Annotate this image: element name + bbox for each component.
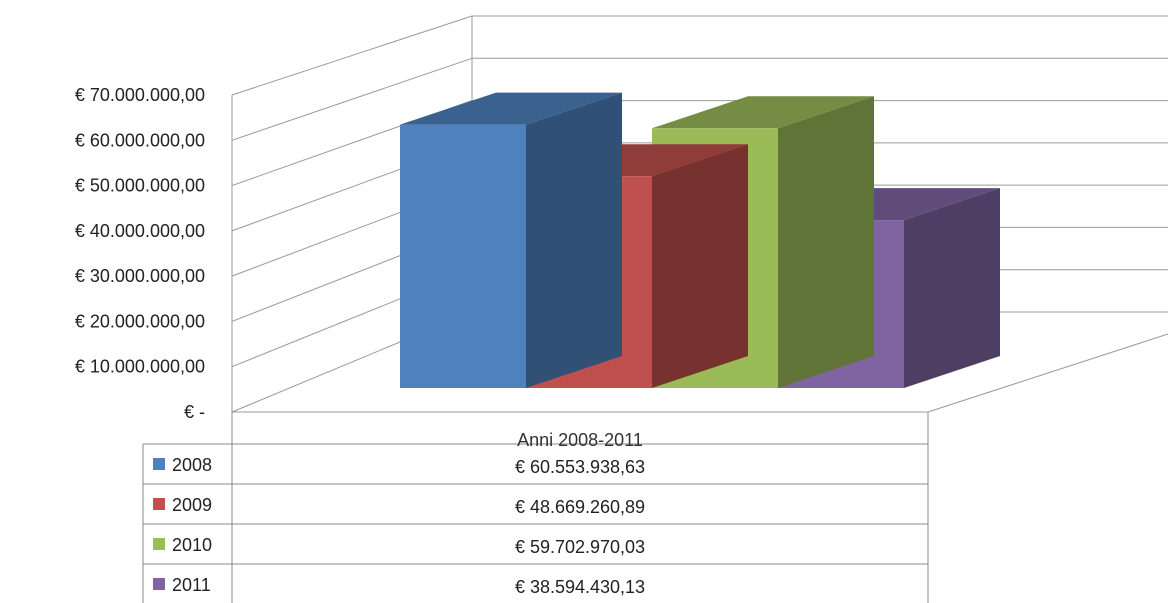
y-tick-label-0: € - xyxy=(184,402,205,422)
data-value-2011: € 38.594.430,13 xyxy=(515,577,645,597)
legend-swatch-2011 xyxy=(153,578,165,590)
legend-swatch-2010 xyxy=(153,538,165,550)
data-value-2010: € 59.702.970,03 xyxy=(515,537,645,557)
bar-front-2008 xyxy=(400,124,526,389)
legend-label-2008: 2008 xyxy=(172,455,212,475)
data-table: Anni 2008-2011 2008 € 60.553.938,63 2009 € 4… xyxy=(142,412,929,603)
legend-swatch-2009 xyxy=(153,498,165,510)
floor-right-edge xyxy=(927,333,1169,413)
bar-side-2011 xyxy=(904,188,1000,388)
bar-side-2009 xyxy=(652,144,748,388)
data-value-2008: € 60.553.938,63 xyxy=(515,457,645,477)
category-label: Anni 2008-2011 xyxy=(517,430,643,450)
bars xyxy=(400,92,1000,389)
bar-top-2008 xyxy=(400,92,622,125)
bar-side-2008 xyxy=(526,92,622,389)
legend-label-2011: 2011 xyxy=(172,575,211,595)
gridline-side-6 xyxy=(231,57,473,141)
y-tick-label-6: € 60.000.000,00 xyxy=(75,130,205,150)
bar-side-2010 xyxy=(778,96,874,388)
y-tick-label-1: € 10.000.000,00 xyxy=(75,357,205,377)
gridline-side-7 xyxy=(231,15,473,96)
y-tick-label-5: € 50.000.000,00 xyxy=(75,176,205,196)
bar-top-2010 xyxy=(652,96,874,129)
legend-swatch-2008 xyxy=(153,458,165,470)
legend-label-2010: 2010 xyxy=(172,535,212,555)
bar-2008 xyxy=(400,92,622,389)
data-value-2009: € 48.669.260,89 xyxy=(515,497,645,517)
y-tick-label-4: € 40.000.000,00 xyxy=(75,221,205,241)
y-tick-label-7: € 70.000.000,00 xyxy=(75,85,205,105)
y-tick-label-2: € 20.000.000,00 xyxy=(75,311,205,331)
y-tick-label-3: € 30.000.000,00 xyxy=(75,266,205,286)
legend-label-2009: 2009 xyxy=(172,495,212,515)
y-axis-ticks: € - € 10.000.000,00 € 20.000.000,00 € 30.00… xyxy=(75,85,205,422)
